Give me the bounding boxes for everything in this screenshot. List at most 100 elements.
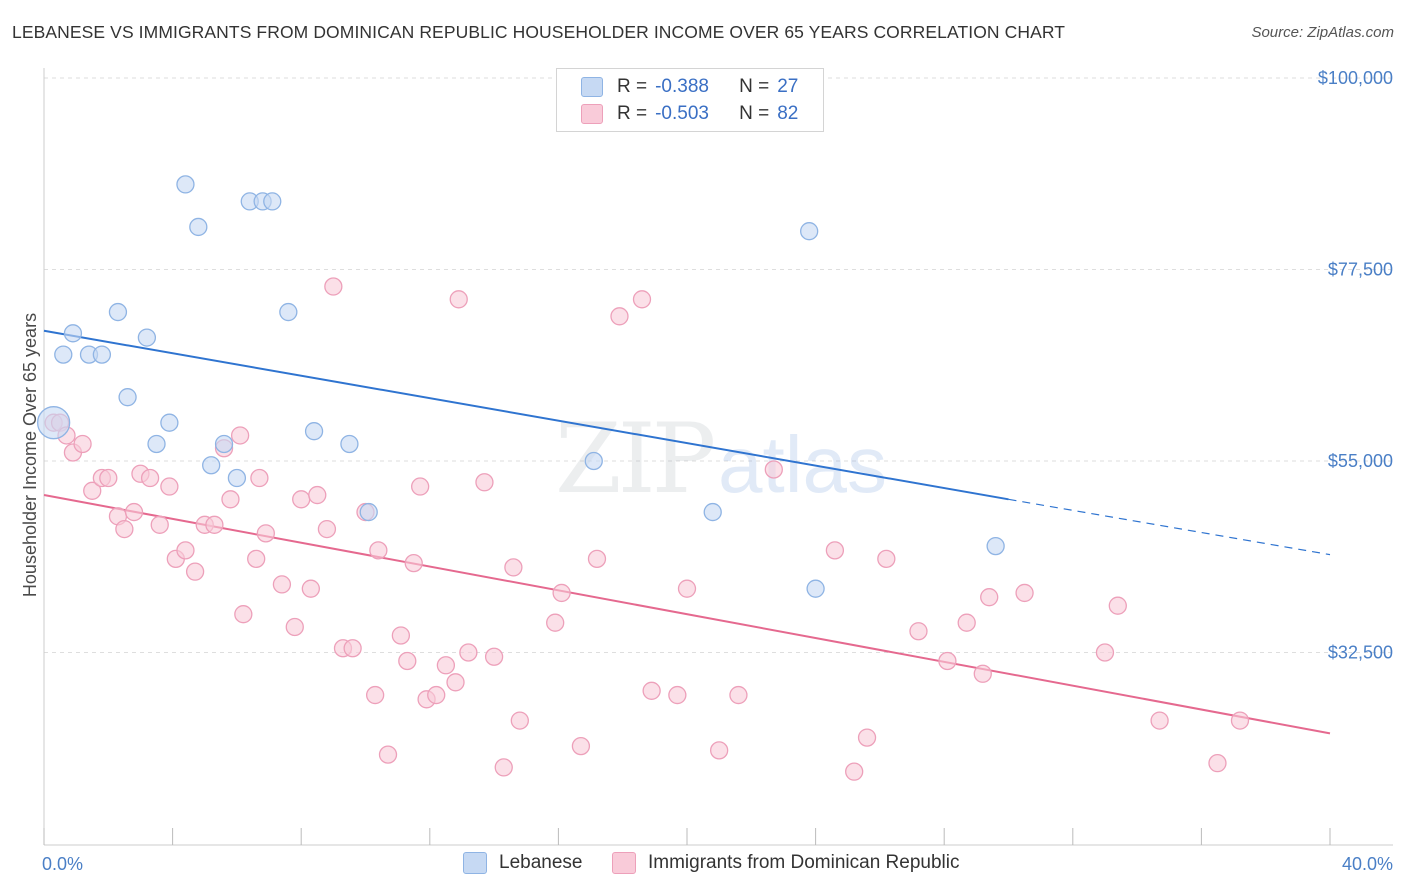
watermark-zip: ZIP [555, 403, 714, 515]
trend-lines [43, 329, 1331, 735]
data-point-dominican [729, 685, 748, 705]
legend-n-label: N = [739, 103, 770, 124]
data-point-lebanese [118, 388, 137, 407]
data-point-dominican [301, 579, 320, 598]
data-point-lebanese [176, 175, 195, 194]
data-point-dominican [176, 541, 195, 560]
data-point-dominican [710, 741, 729, 760]
data-point-dominican [272, 575, 292, 594]
legend-row-dominican: R = -0.503 N = 82 [581, 102, 798, 126]
data-point-dominican [365, 685, 385, 705]
legend-r-value: -0.388 [655, 76, 709, 97]
legend-swatch-pink [581, 104, 603, 124]
data-point-dominican [642, 681, 661, 700]
y-axis-label: Householder Income Over 65 years [20, 313, 40, 597]
series-legend-lebanese[interactable]: Lebanese [463, 852, 582, 874]
data-point-dominican [124, 502, 144, 522]
data-point-lebanese [137, 328, 157, 347]
data-point-dominican [877, 549, 896, 569]
data-point-dominican [391, 626, 411, 645]
data-point-dominican [510, 711, 529, 730]
data-point-dominican [140, 468, 160, 488]
data-point-lebanese [92, 345, 112, 364]
data-point-lebanese [806, 579, 825, 598]
data-point-dominican [221, 490, 240, 509]
data-point-dominican [324, 277, 343, 296]
data-point-dominican [317, 519, 337, 539]
data-point-dominican [446, 673, 465, 692]
data-point-lebanese [54, 345, 73, 364]
data-point-dominican [909, 622, 928, 641]
data-point-dominican [99, 468, 118, 488]
data-point-lebanese [703, 502, 722, 522]
legend-row-lebanese: R = -0.388 N = 27 [581, 75, 798, 99]
data-point-dominican [115, 519, 134, 539]
data-point-dominican [1208, 753, 1227, 773]
correlation-legend: R = -0.388 N = 27 R = -0.503 N = 82 [556, 68, 824, 132]
data-point-lebanese [202, 456, 221, 475]
data-point-dominican [404, 553, 423, 573]
y-tick-label: $55,000 [1328, 451, 1393, 471]
data-point-dominican [230, 426, 250, 445]
data-point-dominican [546, 613, 565, 632]
y-tick-label: $77,500 [1328, 260, 1393, 280]
trend-line-lebanese [43, 329, 1009, 501]
data-point-dominican [185, 562, 205, 581]
series-label: Lebanese [499, 852, 583, 873]
watermark-atlas: atlas [718, 420, 887, 509]
source-label: Source: ZipAtlas.com [1251, 24, 1394, 41]
data-point-dominican [459, 643, 478, 662]
data-point-dominican [427, 685, 446, 705]
x-tick-label: 40.0% [1342, 854, 1393, 874]
data-point-dominican [668, 685, 687, 705]
data-point-dominican [285, 617, 304, 637]
data-point-dominican [494, 758, 513, 777]
data-point-lebanese [147, 434, 166, 454]
axes: $32,500 $55,000 $77,500 $100,000 0.0% 40.0% [42, 68, 1393, 874]
legend-r-value: -0.503 [655, 103, 709, 124]
data-point-lebanese [214, 434, 234, 454]
data-point-dominican [677, 579, 697, 598]
data-point-dominican [632, 290, 652, 309]
data-point-dominican [764, 460, 783, 479]
data-point-dominican [484, 647, 504, 666]
data-point-dominican [256, 524, 275, 543]
data-point-dominican [436, 656, 456, 675]
series-swatch-pink [612, 852, 636, 874]
legend-swatch-blue [581, 77, 603, 97]
data-point-dominican [250, 468, 269, 488]
data-point-dominican [411, 477, 430, 496]
data-point-lebanese [279, 302, 298, 322]
data-point-dominican [150, 515, 169, 534]
data-point-dominican [378, 745, 398, 764]
y-tick-label: $100,000 [1318, 68, 1393, 88]
data-point-dominican [449, 290, 468, 309]
data-point-dominican [504, 558, 523, 577]
data-point-dominican [475, 473, 494, 492]
data-point-dominican [973, 664, 992, 683]
data-point-dominican [938, 651, 957, 671]
data-point-lebanese [340, 434, 359, 454]
data-point-lebanese [304, 422, 324, 441]
series-legend-dominican[interactable]: Immigrants from Dominican Republic [612, 852, 960, 874]
series-label: Immigrants from Dominican Republic [648, 852, 960, 873]
data-point-dominican [398, 651, 417, 671]
data-point-lebanese [986, 536, 1005, 556]
trend-line-lebanese-extension [1008, 498, 1331, 556]
data-point-lebanese [800, 222, 819, 241]
chart-title: LEBANESE VS IMMIGRANTS FROM DOMINICAN RE… [12, 22, 1066, 42]
y-tick-label: $32,500 [1328, 643, 1393, 663]
data-point-dominican [292, 490, 311, 509]
data-point-dominican [1230, 711, 1250, 730]
data-point-dominican [980, 588, 999, 607]
data-point-dominican [1108, 596, 1127, 615]
data-point-dominican [160, 477, 179, 496]
data-point-lebanese [36, 406, 71, 440]
data-point-lebanese [160, 413, 179, 432]
data-point-dominican [369, 541, 388, 560]
data-point-dominican [1095, 643, 1115, 662]
data-point-dominican [234, 605, 253, 624]
data-point-lebanese [263, 192, 282, 211]
data-point-dominican [857, 728, 877, 747]
